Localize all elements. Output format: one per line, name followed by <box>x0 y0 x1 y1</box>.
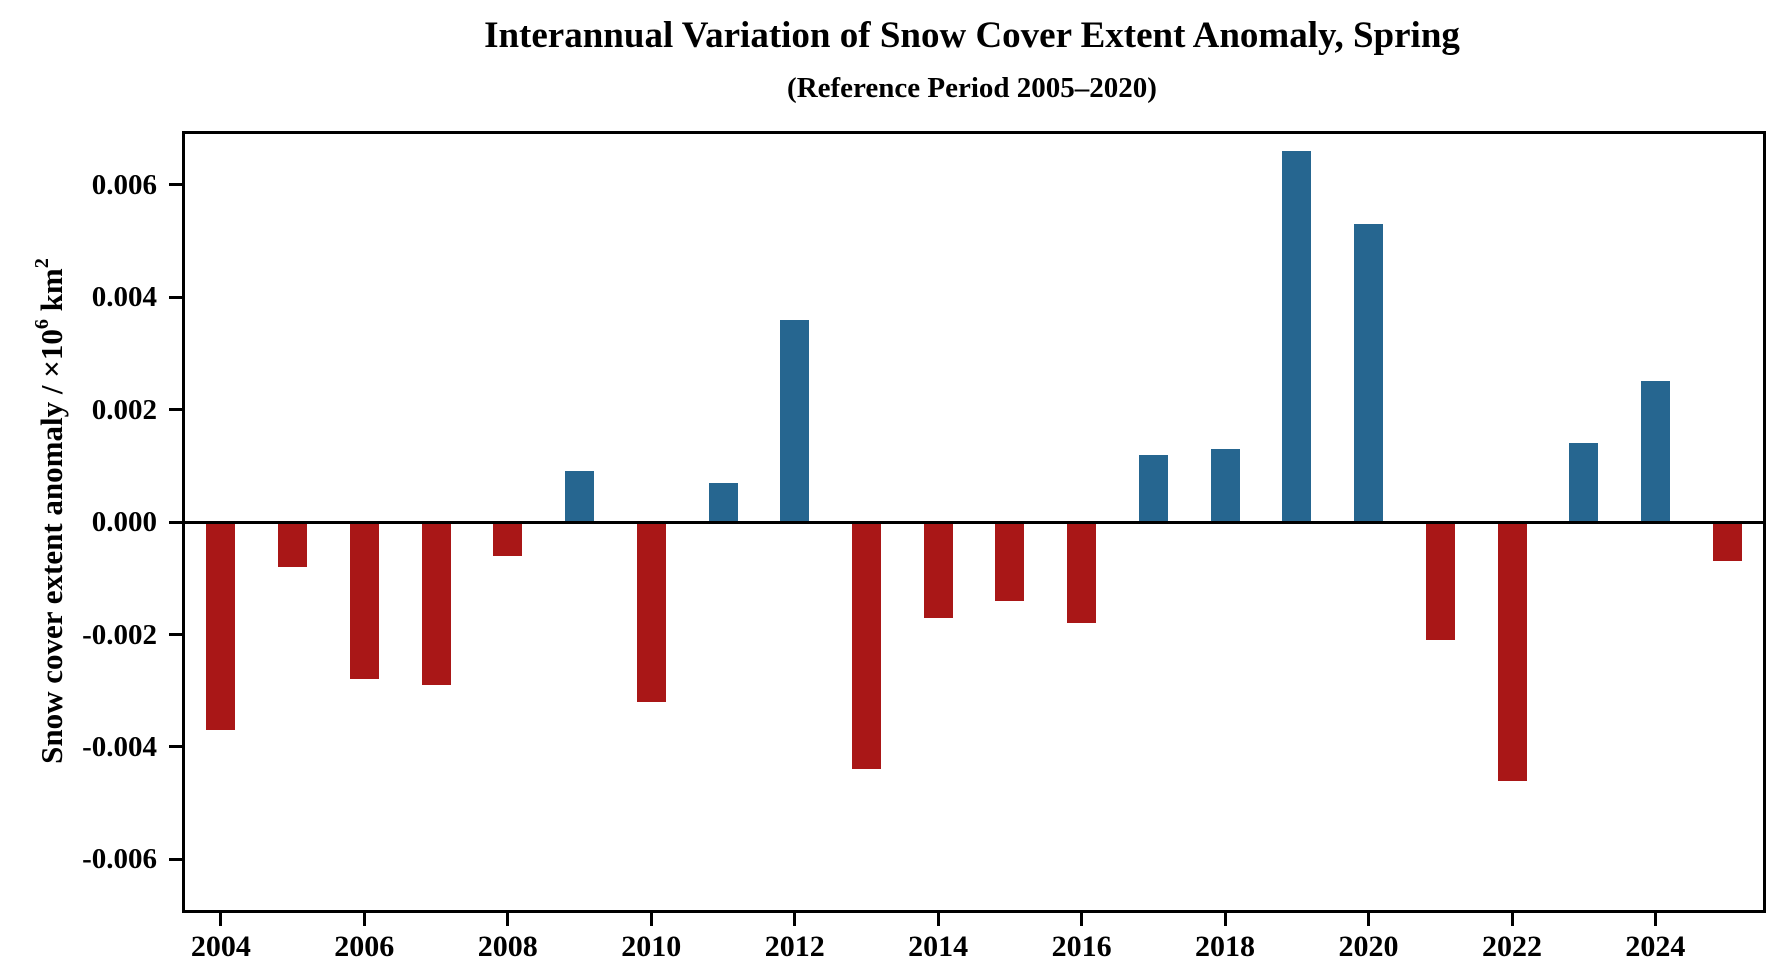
x-tick-mark <box>219 913 223 926</box>
y-axis-label-superscript: 2 <box>30 258 53 269</box>
bar-2011 <box>708 482 738 522</box>
bar-2012 <box>780 319 810 522</box>
bar-2006 <box>349 522 379 680</box>
bar-2005 <box>278 522 308 567</box>
x-tick-label: 2006 <box>334 930 395 963</box>
chart-title: Interannual Variation of Snow Cover Exte… <box>484 15 1460 56</box>
y-axis-label-text: Snow cover extent anomaly / ×10 <box>34 329 69 764</box>
x-tick-label: 2016 <box>1051 930 1112 963</box>
chart-subtitle: (Reference Period 2005–2020) <box>787 72 1157 104</box>
bar-2007 <box>421 522 451 686</box>
y-tick-label: 0.000 <box>91 506 157 538</box>
bar-2018 <box>1210 448 1240 522</box>
x-tick-label: 2020 <box>1338 930 1399 963</box>
y-axis-label-superscript: 6 <box>30 319 53 330</box>
bar-2020 <box>1354 224 1383 522</box>
y-tick-mark <box>169 520 182 524</box>
bar-2021 <box>1425 522 1455 641</box>
x-tick-label: 2018 <box>1195 930 1255 963</box>
bar-2013 <box>851 522 881 770</box>
bar-2008 <box>493 522 523 556</box>
x-tick-mark <box>1080 913 1084 926</box>
bar-2014 <box>923 522 953 618</box>
x-tick-mark <box>793 913 797 926</box>
y-tick-mark <box>169 183 182 187</box>
x-tick-mark <box>1223 913 1227 926</box>
y-tick-label: 0.004 <box>91 281 157 314</box>
plot-area: 0.006 0.004 0.002 0.000 -0.002 -0.004 -0.006 20… <box>82 131 1766 962</box>
bar-2025 <box>1712 522 1742 562</box>
x-tick-mark <box>936 913 940 926</box>
bar-2009 <box>565 471 594 522</box>
y-tick-mark <box>169 295 182 299</box>
bar-2024 <box>1640 381 1670 522</box>
x-tick-label: 2004 <box>190 930 251 963</box>
bar-2004 <box>206 522 236 731</box>
x-tick-label: 2014 <box>908 930 969 963</box>
y-tick-mark <box>169 745 182 749</box>
x-tick-mark <box>1510 913 1514 926</box>
bar-2017 <box>1138 454 1168 522</box>
y-tick-label: -0.004 <box>82 730 157 763</box>
y-tick-mark <box>169 408 182 411</box>
x-tick-label: 2010 <box>621 930 682 963</box>
bar-2015 <box>995 522 1025 601</box>
bar-2019 <box>1282 150 1312 522</box>
x-tick-label: 2008 <box>477 930 538 963</box>
x-tick-mark <box>362 913 366 926</box>
x-tick-label: 2022 <box>1482 930 1542 963</box>
x-tick-mark <box>649 913 653 926</box>
y-tick-mark <box>169 633 182 636</box>
y-tick-label: 0.006 <box>91 168 157 201</box>
y-tick-label: -0.006 <box>82 843 157 876</box>
bar-2010 <box>636 522 666 702</box>
x-tick-label: 2024 <box>1625 930 1686 963</box>
x-tick-mark <box>506 913 510 926</box>
bar-2022 <box>1497 522 1527 781</box>
y-tick-label: 0.002 <box>91 393 157 426</box>
zero-line <box>185 520 1763 524</box>
bar-2023 <box>1569 443 1599 522</box>
x-tick-mark <box>1367 913 1370 926</box>
y-tick-mark <box>169 857 182 861</box>
x-tick-mark <box>1653 913 1657 926</box>
x-tick-label: 2012 <box>764 930 825 963</box>
y-tick-label: -0.002 <box>82 618 157 651</box>
bar-2016 <box>1067 522 1097 624</box>
